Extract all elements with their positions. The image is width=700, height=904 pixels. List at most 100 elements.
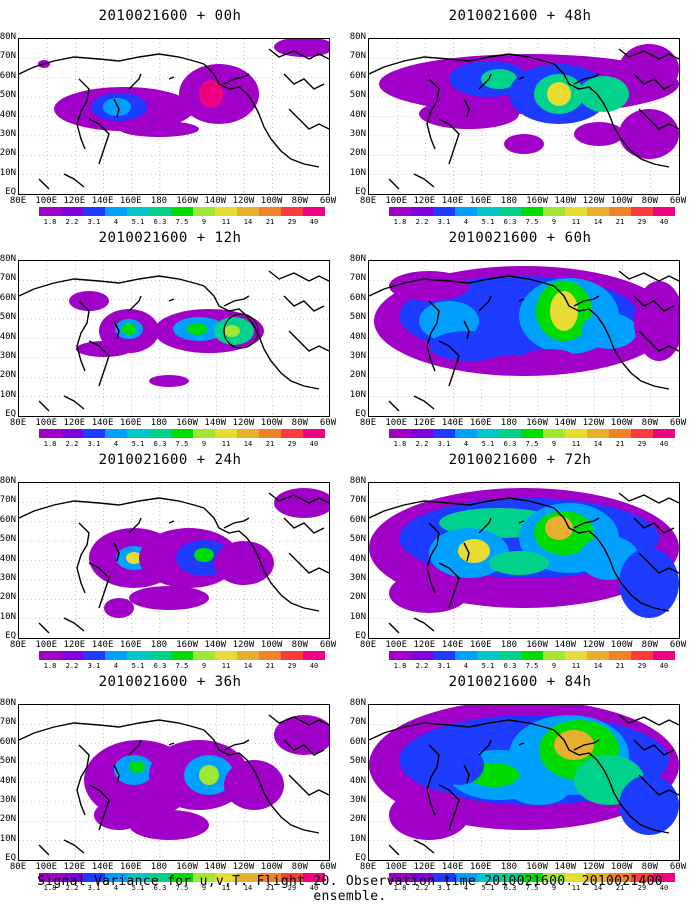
- latitude-label: 20N: [349, 592, 366, 603]
- colorbar-label: 40: [659, 440, 669, 448]
- longitude-label: 180: [500, 196, 518, 206]
- coastline: [76, 744, 90, 816]
- colorbar-swatch: [455, 207, 477, 216]
- longitude-label: 140E: [441, 418, 464, 428]
- panel-title: 2010021600 + 00h: [98, 8, 242, 24]
- latitude-label: 40N: [349, 331, 366, 342]
- colorbar-swatch: [127, 873, 149, 882]
- colorbar-swatch: [587, 429, 609, 438]
- latitude-label: EQ: [355, 853, 366, 863]
- coastline: [63, 617, 85, 632]
- longitude-label: 160E: [119, 862, 142, 872]
- coastline: [223, 739, 250, 751]
- longitude-label: 120E: [413, 640, 436, 650]
- longitude-label: 100W: [610, 196, 633, 206]
- coastline: [38, 844, 50, 856]
- panel-title: 2010021600 + 84h: [448, 674, 592, 690]
- longitude-label: 160W: [526, 418, 548, 428]
- coastline: [438, 118, 460, 165]
- coastline: [618, 492, 679, 504]
- colorbar-label: 1.8: [393, 884, 407, 892]
- contour-fill: [129, 586, 209, 610]
- latitude-label: 20N: [0, 814, 16, 825]
- latitude-label: 40N: [0, 775, 16, 786]
- colorbar-swatch: [411, 429, 433, 438]
- colorbar-label: 7.5: [525, 218, 539, 226]
- coastline: [19, 275, 205, 297]
- latitude-label: 50N: [349, 756, 366, 767]
- map-panel: 2010021600 + 48h 80N 70N 60N 50N 40N 30N 20N 10N…: [350, 0, 690, 226]
- colorbar-label: 2.2: [415, 662, 429, 670]
- colorbar-label: 6.3: [503, 884, 517, 892]
- coastline: [438, 784, 460, 831]
- longitude-label: 140W: [204, 196, 227, 206]
- longitude-label: 80E: [9, 418, 27, 428]
- colorbar-label: 7.5: [525, 440, 539, 448]
- colorbar-swatch: [39, 651, 61, 660]
- coastline: [413, 839, 435, 854]
- longitude-label: 160W: [526, 640, 548, 650]
- longitude-label: 100W: [260, 640, 283, 650]
- contour-fill: [224, 325, 240, 337]
- coastline: [638, 330, 679, 352]
- contour-fill: [274, 715, 329, 755]
- colorbar-swatch: [477, 207, 499, 216]
- longitude-label: 140W: [554, 418, 577, 428]
- contour-fill: [619, 548, 679, 618]
- colorbar-label: 29: [287, 884, 297, 892]
- longitude-label: 100E: [385, 196, 408, 206]
- contour-fill: [519, 349, 579, 373]
- longitude-label: 80W: [291, 862, 308, 872]
- coastline: [168, 742, 175, 746]
- colorbar-label: 6.3: [153, 662, 167, 670]
- contour-fill: [419, 99, 519, 129]
- colorbar-swatch: [215, 429, 237, 438]
- coastline: [288, 774, 329, 796]
- longitude-label: 80W: [291, 196, 308, 206]
- longitude-label: 100W: [610, 418, 633, 428]
- latitude-label: 50N: [0, 534, 16, 545]
- colorbar-label: 3.1: [437, 884, 451, 892]
- colorbar-label: 29: [637, 218, 647, 226]
- colorbar-swatch: [39, 207, 61, 216]
- colorbar-swatch: [389, 651, 411, 660]
- coastline: [618, 270, 679, 282]
- longitude-label: 60W: [669, 196, 687, 206]
- longitude-label: 120W: [582, 418, 605, 428]
- contour-fill: [119, 121, 199, 137]
- coastline: [38, 178, 50, 190]
- observation-circle: [223, 313, 259, 349]
- latitude-label: 80N: [0, 32, 16, 42]
- coastline: [518, 76, 525, 80]
- colorbar-swatch: [83, 873, 105, 882]
- longitude-label: 180: [150, 196, 168, 206]
- coastline: [88, 784, 110, 831]
- colorbar-swatch: [609, 873, 631, 882]
- contour-fill: [199, 765, 219, 785]
- colorbar-swatch: [127, 651, 149, 660]
- colorbar-swatch: [543, 651, 565, 660]
- latitude-label: 40N: [0, 331, 16, 342]
- colorbar-label: 11: [221, 440, 231, 448]
- contour-fill: [419, 301, 479, 341]
- contour-fill: [509, 775, 569, 805]
- coastline: [633, 517, 675, 534]
- colorbar-swatch: [631, 429, 653, 438]
- latitude-label: 80N: [349, 476, 366, 486]
- latitude-label: 10N: [0, 389, 16, 400]
- panel-title: 2010021600 + 12h: [98, 230, 242, 246]
- coastline: [553, 507, 670, 612]
- longitude-label: 120E: [63, 640, 86, 650]
- colorbar-swatch: [631, 207, 653, 216]
- colorbar-label: 14: [243, 884, 253, 892]
- longitude-label: 180: [500, 418, 518, 428]
- longitude-label: 120E: [413, 862, 436, 872]
- longitude-label: 80W: [641, 640, 658, 650]
- colorbar-label: 1.8: [43, 884, 57, 892]
- colorbar-swatch: [193, 873, 215, 882]
- longitude-label: 180: [500, 862, 518, 872]
- longitude-label: 60W: [669, 640, 687, 650]
- contour-fill: [104, 598, 134, 618]
- longitude-label: 160E: [119, 418, 142, 428]
- colorbar-label: 9: [201, 884, 207, 892]
